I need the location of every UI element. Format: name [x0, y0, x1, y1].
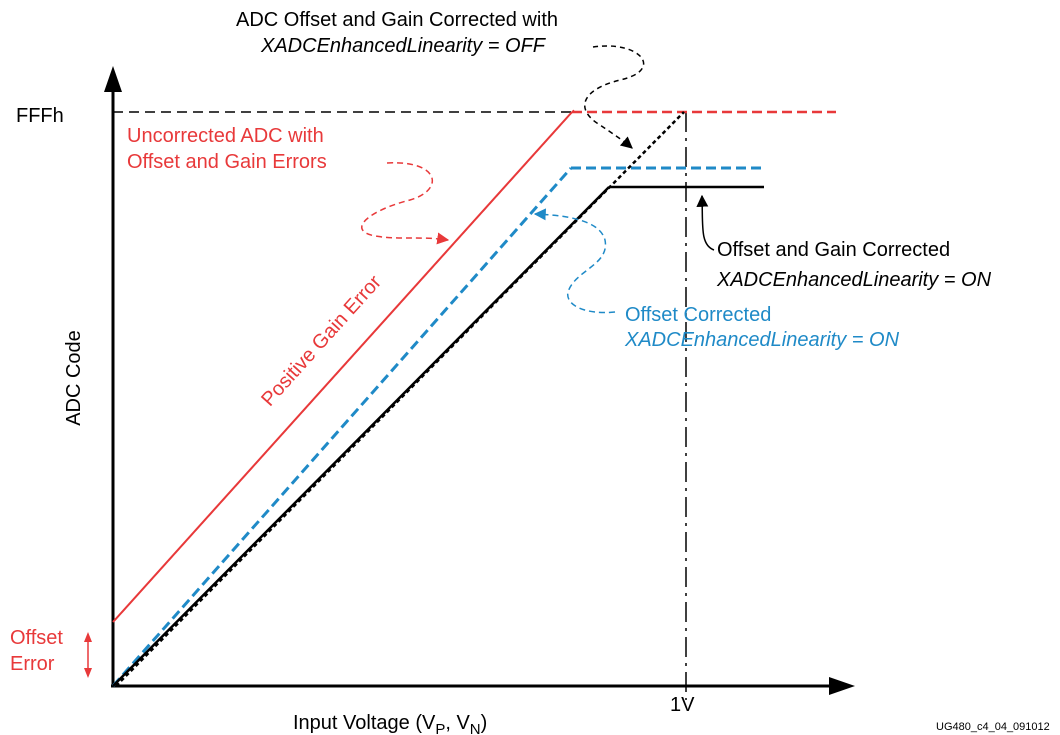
offset-corrected-label-line2: XADCEnhancedLinearity = ON: [624, 329, 900, 351]
offset-error-arrow: [84, 632, 92, 678]
offset-gain-corrected-label-line1: Offset and Gain Corrected: [717, 239, 950, 261]
uncorrected-label-line2: Offset and Gain Errors: [127, 151, 327, 173]
fffh-label: FFFh: [16, 105, 64, 127]
offset-corrected-label-line1: Offset Corrected: [625, 304, 771, 326]
offset-gain-corrected-leader: [696, 194, 715, 251]
offset-gain-corrected-curve: [112, 185, 764, 687]
axes: [104, 66, 855, 695]
offset-corrected-leader: [533, 208, 616, 314]
y-axis-arrowhead: [104, 66, 122, 92]
enhanced-linearity-off-curve: [115, 111, 685, 687]
offset-error-label-line1: Offset: [10, 627, 63, 649]
y-axis-label: ADC Code: [63, 330, 85, 426]
one-volt-label: 1V: [670, 694, 695, 716]
x-axis-label: Input Voltage (VP, VN): [293, 712, 487, 735]
offset-error-label-line2: Error: [10, 653, 55, 675]
offset-gain-corrected-label-line2: XADCEnhancedLinearity = ON: [716, 269, 992, 291]
uncorrected-leader: [361, 162, 450, 245]
adc-offset-gain-label-line1: ADC Offset and Gain Corrected with: [236, 9, 558, 31]
offset-corrected-curve: [111, 166, 762, 687]
adc-offset-gain-label-line2: XADCEnhancedLinearity = OFF: [260, 35, 547, 57]
uncorrected-adc-curve: [112, 109, 836, 623]
uncorrected-label-line1: Uncorrected ADC with: [127, 125, 324, 147]
figure-id-label: UG480_c4_04_091012: [936, 721, 1050, 733]
enhanced-linearity-off-leader: [583, 45, 645, 149]
x-axis-arrowhead: [829, 677, 855, 695]
